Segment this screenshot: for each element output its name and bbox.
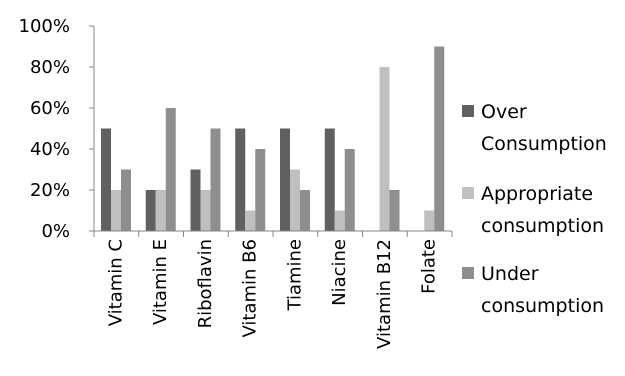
bar-under-consumption-niacine: [344, 149, 355, 231]
bar-over-consumption-vitamin-b6: [235, 128, 246, 231]
bar-appropriate-consumption-riboflavin: [200, 190, 211, 231]
x-tick-label: Niacine: [329, 239, 350, 306]
bar-appropriate-consumption-vitamin-c: [111, 190, 121, 231]
legend-swatch: [462, 187, 474, 199]
y-tick-label: 60%: [30, 98, 70, 119]
x-tick-label: Vitamin B6: [240, 239, 261, 337]
x-tick-label: Folate: [419, 239, 440, 294]
bar-under-consumption-folate: [434, 46, 445, 231]
y-tick-label: 80%: [30, 57, 70, 78]
bar-over-consumption-vitamin-e: [145, 190, 156, 231]
bar-over-consumption-riboflavin: [190, 169, 201, 231]
legend-label: consumption: [481, 295, 604, 317]
bar-under-consumption-vitamin-b6: [255, 149, 266, 231]
legend-label: Consumption: [481, 133, 607, 155]
bar-appropriate-consumption-tiamine: [290, 169, 300, 231]
legend-label: consumption: [481, 215, 604, 237]
y-tick-label: 40%: [30, 139, 70, 160]
bar-under-consumption-riboflavin: [210, 128, 221, 231]
x-tick-label: Vitamin E: [150, 239, 171, 325]
legend-label: Over: [481, 101, 527, 123]
y-tick-label: 20%: [30, 180, 70, 201]
x-tick-label: Vitamin C: [105, 239, 126, 326]
bar-over-consumption-tiamine: [280, 128, 290, 231]
x-tick-label: Tiamine: [284, 239, 305, 312]
bar-under-consumption-vitamin-b12: [389, 190, 400, 231]
legend: Over Consumption Appropriate consumption Und…: [462, 101, 607, 317]
y-tick-label: 0%: [41, 221, 70, 242]
bar-under-consumption-tiamine: [300, 190, 310, 231]
bar-appropriate-consumption-folate: [424, 210, 435, 231]
legend-swatch: [462, 105, 474, 117]
plot-area: 0% 20% 40% 60% 80% 100% Vitamin C Vitamin E Ribo…: [19, 16, 453, 349]
bar-under-consumption-vitamin-c: [121, 169, 131, 231]
x-tick-label: Riboflavin: [195, 239, 216, 328]
x-tick-label: Vitamin B12: [374, 239, 395, 349]
bar-appropriate-consumption-vitamin-b12: [379, 67, 390, 231]
y-tick-label: 100%: [19, 16, 70, 37]
legend-label: Appropriate: [481, 183, 593, 205]
bar-under-consumption-vitamin-e: [165, 108, 176, 231]
legend-label: Under: [481, 263, 539, 285]
bar-over-consumption-vitamin-c: [101, 128, 111, 231]
bar-appropriate-consumption-niacine: [334, 210, 345, 231]
legend-swatch: [462, 267, 474, 279]
bar-appropriate-consumption-vitamin-e: [155, 190, 166, 231]
bar-over-consumption-niacine: [324, 128, 335, 231]
bar-appropriate-consumption-vitamin-b6: [245, 210, 256, 231]
